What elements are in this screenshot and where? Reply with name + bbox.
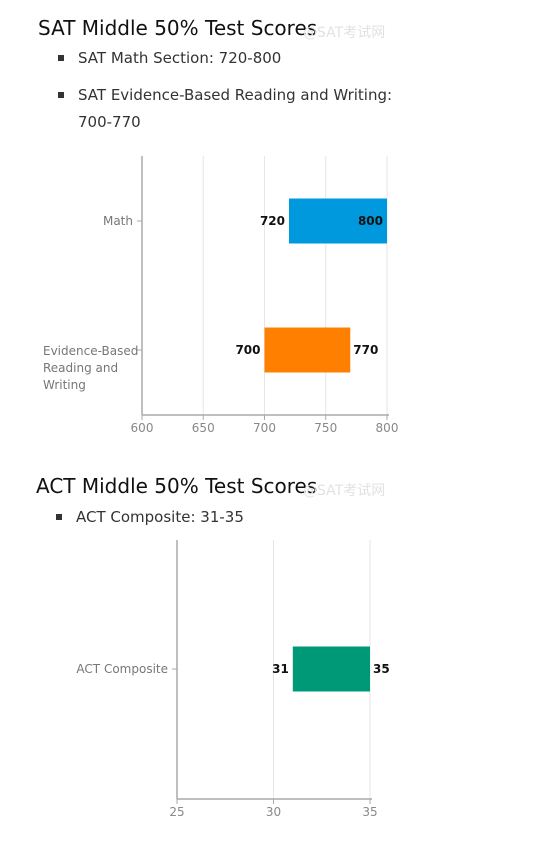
sat-section-title: SAT Middle 50% Test Scores (38, 16, 318, 40)
x-tick-label: 25 (169, 805, 184, 819)
category-label-line: ACT Composite (76, 662, 168, 676)
x-tick-label: 750 (314, 421, 337, 435)
range-bar (264, 327, 351, 373)
category-label: Math (103, 214, 133, 228)
sat-watermark: @SAT考试网 (303, 25, 386, 41)
sat-score-list: SAT Math Section: 720-800 SAT Evidence-B… (58, 45, 398, 136)
x-tick-label: 30 (266, 805, 281, 819)
range-bar (289, 198, 387, 244)
bullet-square-icon (58, 55, 64, 61)
x-tick-label: 800 (376, 421, 399, 435)
x-tick-label: 650 (192, 421, 215, 435)
data-label-high: 35 (373, 662, 390, 676)
data-label-low: 31 (272, 662, 289, 676)
data-label-low: 700 (235, 343, 260, 357)
data-label-high: 770 (353, 343, 378, 357)
act-score-list: ACT Composite: 31-35 (56, 504, 396, 531)
act-range-chart: 25 30 35 ACT Composite 31 35 (76, 540, 390, 819)
category-label: Evidence-Based Reading and Writing (43, 344, 138, 392)
category-label: ACT Composite (76, 662, 168, 676)
category-label-line: Reading and (43, 361, 118, 375)
x-tick-label: 700 (253, 421, 276, 435)
x-tick-label: 600 (131, 421, 154, 435)
bullet-square-icon (58, 92, 64, 98)
act-watermark: @SAT考试网 (303, 483, 386, 499)
x-tick-label: 35 (362, 805, 377, 819)
category-label-line: Writing (43, 378, 86, 392)
list-item: SAT Evidence-Based Reading and Writing: … (58, 82, 398, 136)
bullet-square-icon (56, 514, 62, 520)
data-label-low: 720 (260, 214, 285, 228)
data-label-high: 800 (358, 214, 383, 228)
range-bar (292, 646, 370, 692)
list-item: ACT Composite: 31-35 (56, 504, 396, 531)
list-item: SAT Math Section: 720-800 (58, 45, 398, 72)
act-section-title: ACT Middle 50% Test Scores (36, 474, 318, 498)
category-label-line: Math (103, 214, 133, 228)
category-label-line: Evidence-Based (43, 344, 138, 358)
sat-range-chart: 600 650 700 750 800 Math 720 800 Evidence-Based R… (43, 156, 399, 435)
